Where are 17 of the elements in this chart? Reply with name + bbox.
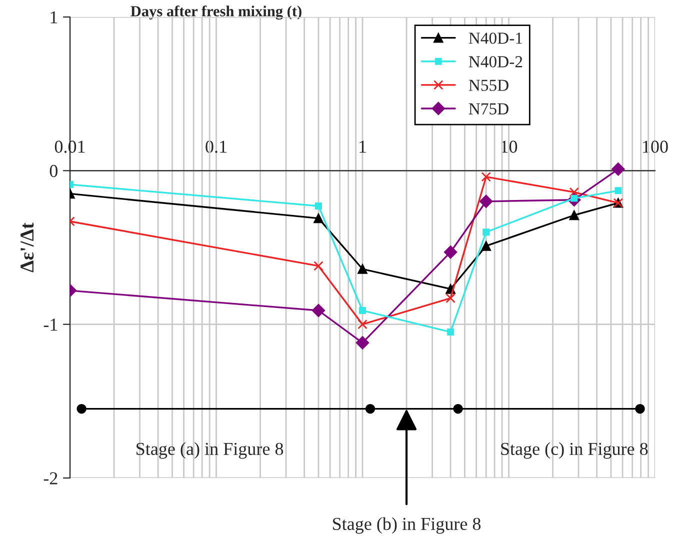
y-tick-label: 0 [50,164,58,178]
y-tick-label: -2 [44,472,58,484]
legend-label: N40D-1 [468,32,522,44]
y-tick-label: -1 [44,318,58,331]
x-tick-label: 10 [501,140,518,153]
y-axis-title: Δε'/Δt [20,222,34,272]
x-tick-label: 1 [360,140,366,153]
legend-label: N55D [468,80,508,91]
x-tick-label: 100 [643,140,668,153]
annotation: Stage (c) in Figure 8 [501,442,648,459]
legend-label: N40D-2 [468,56,522,68]
x-tick-label: 0.1 [206,140,226,153]
y-tick-label: 1 [50,11,58,24]
annotation: Stage (a) in Figure 8 [136,442,284,459]
x-axis-title: Days after fresh mixing (t) [130,5,302,20]
annotation: Stage (b) in Figure 8 [333,517,481,534]
legend-label: N75D [468,103,508,114]
